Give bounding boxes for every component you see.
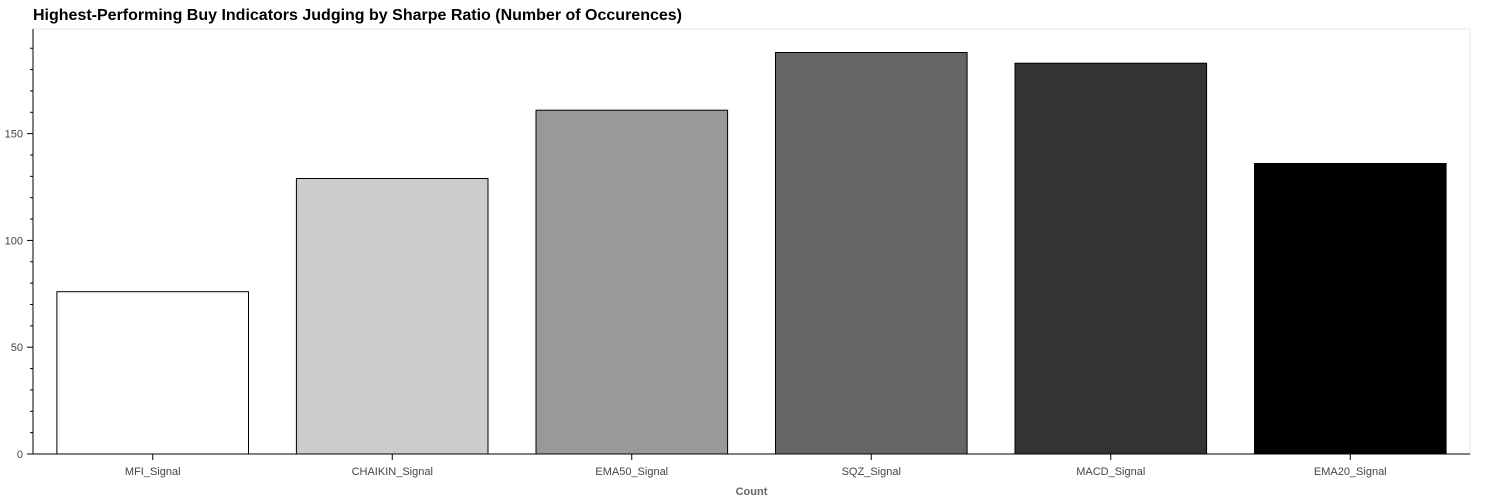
bar-mfi-signal <box>56 291 250 455</box>
bar-sqz-signal <box>775 52 968 455</box>
bar-macd-signal <box>1014 62 1208 455</box>
x-tick-label: MACD_Signal <box>1076 466 1145 478</box>
x-tick-label: SQZ_Signal <box>842 466 901 478</box>
x-tick-label: CHAIKIN_Signal <box>352 466 433 478</box>
x-axis-label: Count <box>736 486 768 498</box>
bar-ema50-signal <box>535 109 729 455</box>
x-tick-label: EMA50_Signal <box>595 466 668 478</box>
x-tick-label: EMA20_Signal <box>1314 466 1387 478</box>
y-tick-label: 150 <box>5 129 23 141</box>
bar-chaikin-signal <box>295 178 489 455</box>
bar-ema20-signal <box>1254 163 1447 455</box>
chart-title: Highest-Performing Buy Indicators Judgin… <box>33 7 682 24</box>
y-tick-label: 100 <box>5 235 23 247</box>
y-tick-label: 0 <box>17 449 23 461</box>
x-tick-label: MFI_Signal <box>125 466 181 478</box>
y-tick-label: 50 <box>11 342 23 354</box>
